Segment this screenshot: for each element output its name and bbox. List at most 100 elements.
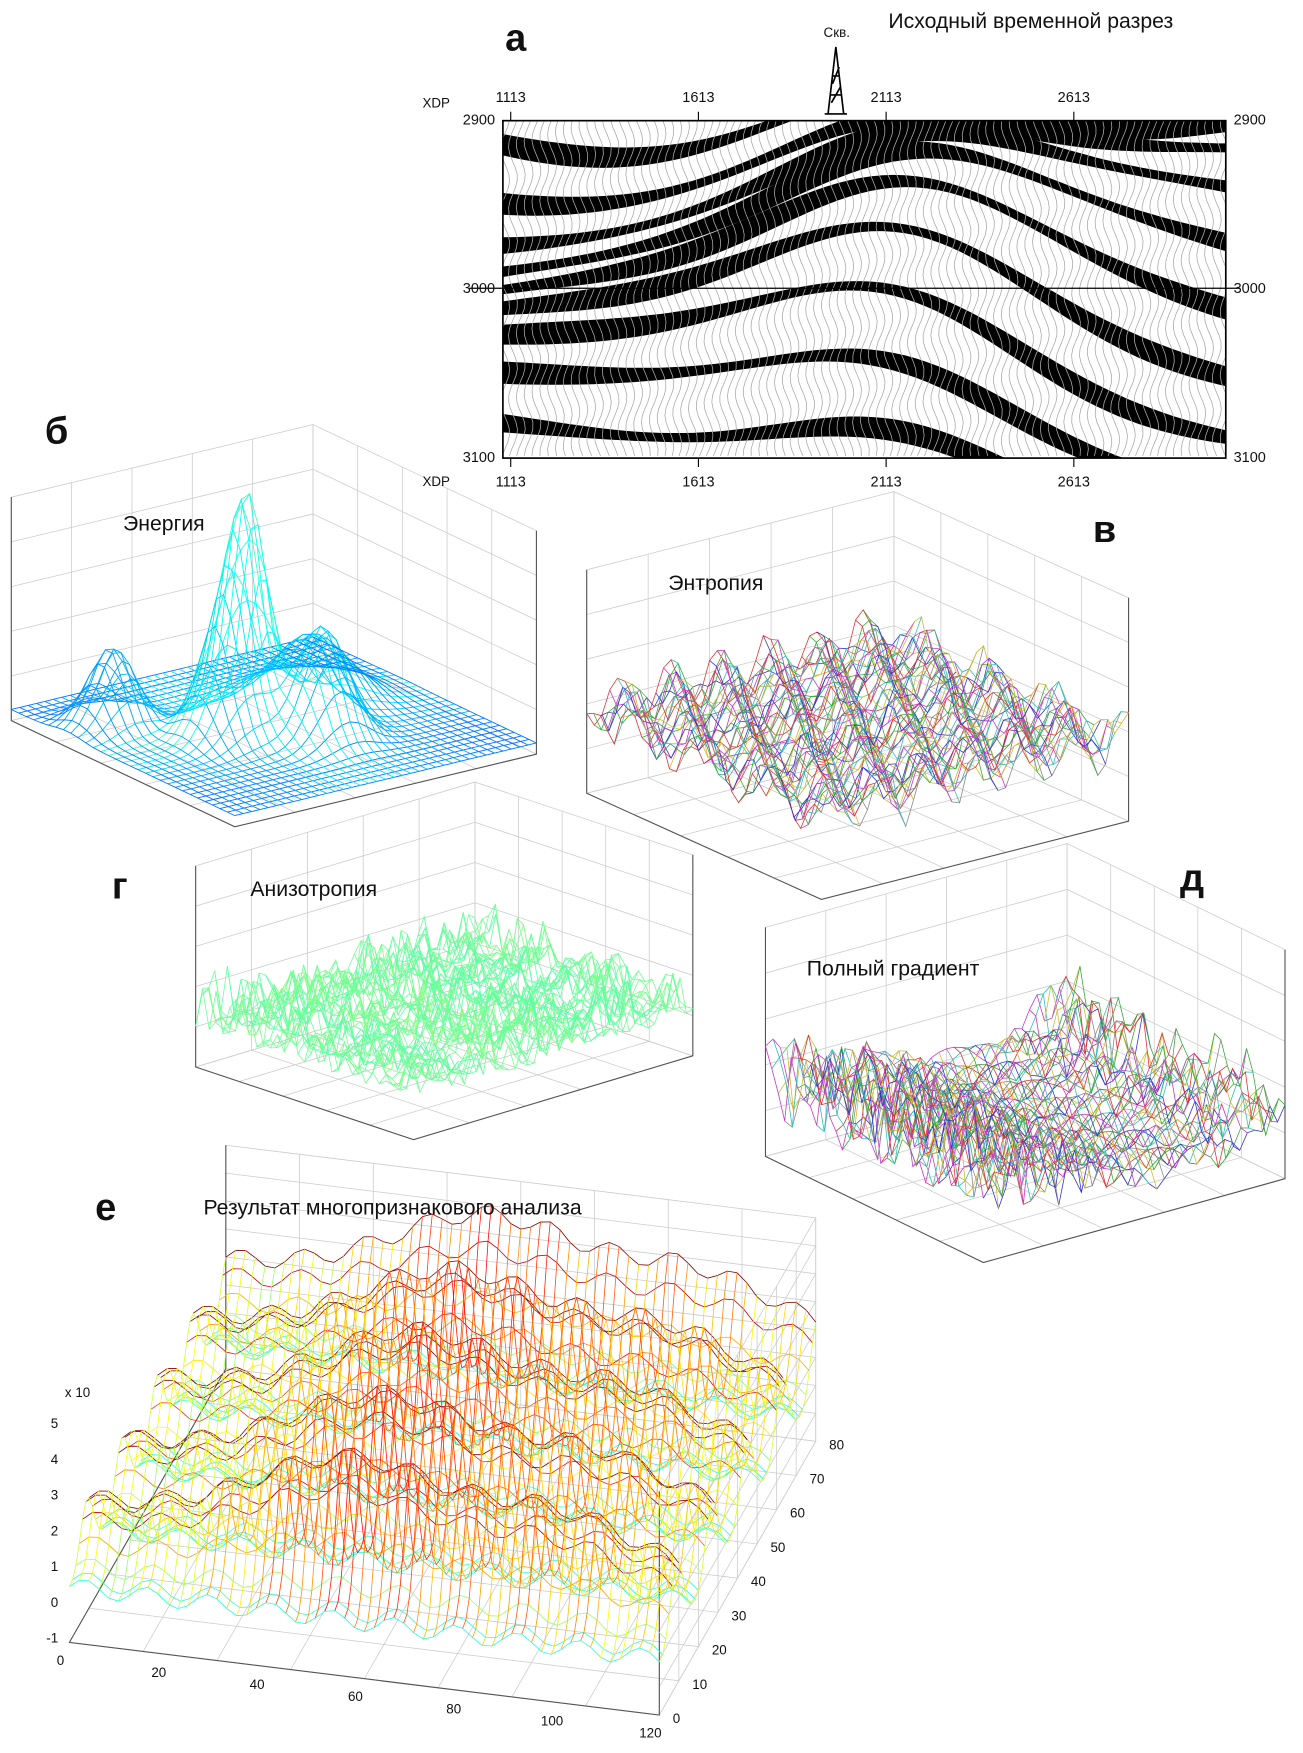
surface-line bbox=[187, 634, 411, 774]
grid-line bbox=[147, 1354, 738, 1579]
y-tick-label: 50 bbox=[770, 1540, 785, 1555]
surface-line bbox=[491, 1265, 649, 1647]
axis bbox=[68, 1145, 660, 1716]
surface-line bbox=[599, 1296, 758, 1658]
grid-line bbox=[191, 453, 416, 784]
y-tick-label: 70 bbox=[810, 1472, 825, 1487]
x-tick-label: 20 bbox=[151, 1665, 166, 1680]
grid-line bbox=[11, 424, 537, 532]
surface-line bbox=[961, 1047, 1180, 1171]
surface-line bbox=[246, 981, 465, 1085]
grid-line bbox=[108, 1423, 699, 1648]
y-tick-label: 40 bbox=[751, 1574, 766, 1589]
surface-line bbox=[824, 640, 1060, 762]
frame bbox=[502, 119, 1227, 459]
grid-line bbox=[586, 580, 1129, 688]
surface-line bbox=[999, 1035, 1218, 1158]
surface-line bbox=[765, 987, 1068, 1084]
surface bbox=[11, 492, 537, 817]
y-tick-label: 60 bbox=[790, 1506, 805, 1521]
surface-line bbox=[601, 686, 838, 822]
surface-line bbox=[462, 1246, 620, 1629]
surface-line bbox=[983, 1044, 1203, 1164]
surface-line bbox=[240, 983, 458, 1081]
surface bbox=[765, 966, 1286, 1210]
surface-line bbox=[893, 1050, 1112, 1187]
surface-line bbox=[187, 1255, 345, 1607]
axis bbox=[195, 854, 694, 1141]
exponent-label: x 10 bbox=[65, 1385, 90, 1400]
surface-line bbox=[145, 492, 370, 784]
surface-line bbox=[344, 1213, 502, 1619]
grid-line bbox=[765, 843, 1068, 1157]
surface-line bbox=[215, 904, 496, 1030]
grid-line bbox=[234, 530, 537, 828]
grid-line bbox=[369, 840, 650, 1126]
surface-line bbox=[177, 1262, 335, 1609]
surface-line bbox=[658, 1322, 817, 1662]
surface-line bbox=[246, 1238, 404, 1616]
y-tick-label: 30 bbox=[731, 1608, 746, 1623]
x-tick-label: 2613 bbox=[1058, 90, 1090, 106]
surface-line bbox=[417, 932, 637, 1025]
surface-line bbox=[474, 903, 693, 1009]
axis bbox=[10, 497, 537, 828]
surface-line bbox=[629, 1302, 787, 1652]
surface-line bbox=[393, 1221, 551, 1618]
surface-line bbox=[422, 1250, 581, 1640]
surface-line bbox=[347, 935, 567, 1052]
surface-line bbox=[220, 634, 445, 766]
panel-title: Исходный временной разрез bbox=[888, 10, 1173, 33]
surface-line bbox=[1059, 975, 1278, 1123]
surface-line bbox=[632, 689, 868, 811]
surface bbox=[586, 609, 1129, 830]
surface-line bbox=[78, 678, 302, 800]
surface-line bbox=[839, 640, 1076, 761]
grid-line bbox=[765, 934, 1286, 1042]
surface-line bbox=[136, 497, 361, 786]
grid-line bbox=[11, 558, 537, 666]
y-tick-label: 2900 bbox=[1234, 112, 1266, 128]
surface-line bbox=[455, 918, 675, 1007]
surface-line bbox=[98, 1257, 256, 1590]
x-tick-label: 1613 bbox=[682, 474, 714, 490]
surface-line bbox=[1029, 1009, 1248, 1134]
surface-line bbox=[423, 916, 643, 1018]
surface-line bbox=[204, 728, 507, 802]
grid-line bbox=[225, 1144, 817, 1492]
reflector bbox=[502, 174, 1226, 320]
surface-line bbox=[197, 724, 500, 799]
grid-line bbox=[765, 843, 1286, 951]
surface-line bbox=[373, 1227, 532, 1628]
surface-line bbox=[795, 1034, 1014, 1192]
surface-line bbox=[137, 1252, 296, 1590]
grid-line bbox=[69, 1145, 227, 1643]
reflector bbox=[1099, 120, 1226, 128]
surface-line bbox=[809, 635, 1045, 781]
x-tick-label: 1113 bbox=[496, 474, 526, 490]
z-tick-label: 0 bbox=[51, 1595, 58, 1610]
surface-line bbox=[816, 631, 1053, 776]
grid-line bbox=[474, 782, 693, 1057]
surface-line bbox=[468, 912, 687, 1014]
surface-line bbox=[694, 669, 930, 798]
panel-title: Энтропия bbox=[668, 572, 763, 595]
surface-line bbox=[237, 637, 462, 762]
surface-line bbox=[893, 616, 1129, 742]
surface-line bbox=[870, 1050, 1089, 1178]
surface-line bbox=[647, 674, 884, 806]
surface-line bbox=[108, 1266, 266, 1599]
x-tick-label: 120 bbox=[639, 1726, 661, 1741]
surface-line bbox=[252, 996, 471, 1071]
surface-line bbox=[663, 667, 899, 811]
axis-label: XDP bbox=[422, 95, 450, 110]
surface-line bbox=[701, 658, 937, 800]
x-tick-label: 2613 bbox=[1058, 474, 1090, 490]
x-tick-label: 2113 bbox=[871, 90, 902, 106]
grid-line bbox=[186, 1286, 778, 1511]
surface-line bbox=[724, 662, 961, 803]
surface-line bbox=[216, 1236, 374, 1599]
surface-line bbox=[167, 1260, 325, 1604]
surface-line bbox=[178, 625, 403, 776]
